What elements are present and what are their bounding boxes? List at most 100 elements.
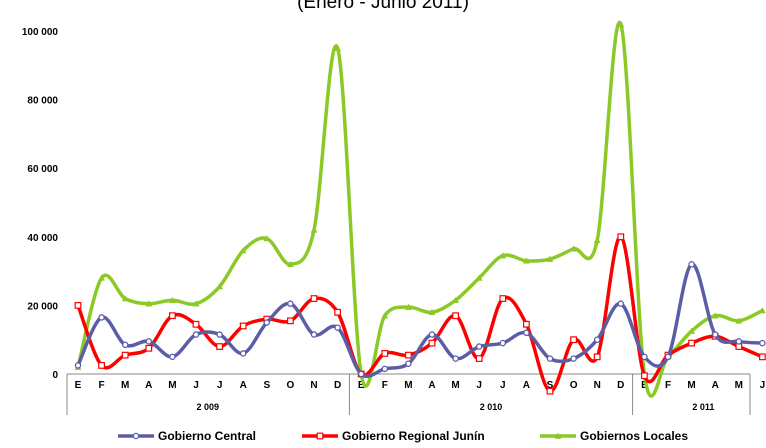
x-tick-label: E [75, 380, 82, 391]
x-tick-label: A [145, 380, 152, 391]
series-line-gobiernos-locales [76, 20, 765, 398]
data-point-gobiernos-locales [263, 234, 271, 242]
data-point-gobierno-central [499, 339, 507, 347]
data-point-gobierno-regional-jun-n [640, 372, 648, 380]
data-point-gobierno-central [287, 300, 294, 307]
data-point-gobierno-central [381, 365, 389, 373]
data-point-gobierno-central [641, 353, 648, 361]
year-label: 2 010 [480, 402, 503, 412]
data-point-gobierno-regional-jun-n [216, 343, 224, 350]
data-point-gobierno-central [617, 300, 625, 307]
x-tick-label: A [428, 380, 435, 391]
data-point-gobierno-central [98, 314, 105, 321]
legend-label-gobierno-central: Gobierno Central [158, 429, 256, 443]
series-line-gobierno-central [76, 262, 765, 379]
data-point-gobierno-central [121, 341, 129, 349]
data-point-gobierno-central [428, 331, 436, 338]
data-point-gobierno-regional-jun-n [452, 312, 459, 320]
x-tick-label: J [760, 380, 766, 391]
data-point-gobiernos-locales [98, 274, 106, 281]
x-tick-label: M [451, 380, 459, 391]
data-point-gobierno-central [735, 338, 743, 345]
data-point-gobiernos-locales [121, 295, 129, 302]
data-point-gobierno-regional-jun-n [145, 344, 153, 352]
y-tick-label: 40 000 [27, 233, 58, 244]
legend-marker-gobierno-central [132, 432, 140, 440]
data-point-gobierno-central [688, 260, 695, 268]
data-point-gobierno-central [475, 343, 483, 350]
data-point-gobierno-central [546, 355, 554, 362]
data-point-gobierno-regional-jun-n [593, 353, 601, 361]
x-tick-label: J [500, 380, 506, 391]
data-point-gobierno-regional-jun-n [287, 317, 294, 325]
y-tick-label: 60 000 [27, 164, 58, 175]
x-tick-label: F [665, 380, 671, 391]
data-point-gobiernos-locales [334, 44, 342, 51]
data-point-gobierno-central [523, 329, 530, 337]
data-point-gobierno-regional-jun-n [758, 353, 766, 361]
data-point-gobiernos-locales [758, 307, 766, 314]
data-point-gobiernos-locales [499, 252, 507, 259]
data-point-gobiernos-locales [452, 296, 460, 304]
data-point-gobierno-regional-jun-n [239, 322, 247, 330]
data-point-gobierno-central [759, 339, 766, 347]
x-tick-label: M [121, 380, 129, 391]
data-point-gobiernos-locales [192, 300, 200, 307]
x-tick-label: D [334, 380, 341, 391]
data-point-gobierno-central [334, 324, 341, 331]
x-tick-label: J [476, 380, 482, 391]
x-tick-label: S [547, 380, 554, 391]
data-point-gobiernos-locales [381, 312, 389, 319]
data-point-gobierno-regional-jun-n [475, 355, 483, 362]
data-point-gobiernos-locales [570, 245, 578, 252]
data-point-gobierno-regional-jun-n [499, 295, 507, 302]
data-point-gobierno-central [452, 355, 459, 362]
data-point-gobierno-regional-jun-n [522, 320, 530, 328]
legend-marker-gobierno-regional-jun-n [316, 432, 324, 440]
data-point-gobierno-central [570, 355, 577, 362]
x-tick-label: M [687, 380, 695, 391]
data-point-gobiernos-locales [310, 226, 318, 233]
x-tick-label: O [570, 380, 578, 391]
data-point-gobierno-regional-jun-n [74, 302, 82, 309]
data-point-gobierno-central [405, 360, 412, 367]
data-point-gobierno-central [192, 331, 200, 338]
data-point-gobierno-central [216, 331, 223, 338]
x-tick-label: M [168, 380, 176, 391]
legend-label-gobierno-regional-jun-n: Gobierno Regional Junín [342, 429, 485, 443]
data-point-gobierno-central [239, 350, 247, 357]
x-tick-label: F [99, 380, 105, 391]
y-tick-label: 80 000 [27, 96, 58, 107]
data-point-gobiernos-locales [735, 317, 743, 324]
data-point-gobierno-regional-jun-n [617, 233, 625, 241]
data-point-gobierno-central [357, 370, 365, 378]
data-point-gobiernos-locales [168, 296, 176, 304]
x-tick-label: N [594, 380, 601, 391]
data-point-gobierno-central [711, 331, 719, 338]
x-tick-label: N [310, 380, 317, 391]
data-point-gobierno-regional-jun-n [192, 320, 200, 328]
x-tick-label: E [358, 380, 365, 391]
x-tick-label: O [287, 380, 295, 391]
data-point-gobiernos-locales [428, 308, 436, 316]
x-tick-label: E [641, 380, 648, 391]
x-tick-label: A [712, 380, 719, 391]
data-point-gobiernos-locales [593, 236, 601, 243]
data-point-gobiernos-locales [688, 327, 696, 334]
chart-subtitle: (Enero - Junio 2011) [297, 0, 469, 13]
x-tick-label: J [193, 380, 199, 391]
y-tick-label: 0 [52, 370, 58, 381]
data-point-gobierno-central [664, 353, 672, 361]
data-point-gobierno-central [310, 331, 318, 338]
data-point-gobierno-central [145, 338, 153, 345]
x-tick-label: M [735, 380, 743, 391]
x-tick-label: S [263, 380, 270, 391]
data-point-gobierno-central [263, 319, 271, 326]
data-point-gobiernos-locales [546, 255, 554, 262]
year-label: 2 011 [692, 402, 714, 412]
data-point-gobierno-regional-jun-n [169, 312, 176, 320]
data-point-gobierno-central [74, 362, 82, 369]
data-point-gobiernos-locales [475, 274, 483, 281]
